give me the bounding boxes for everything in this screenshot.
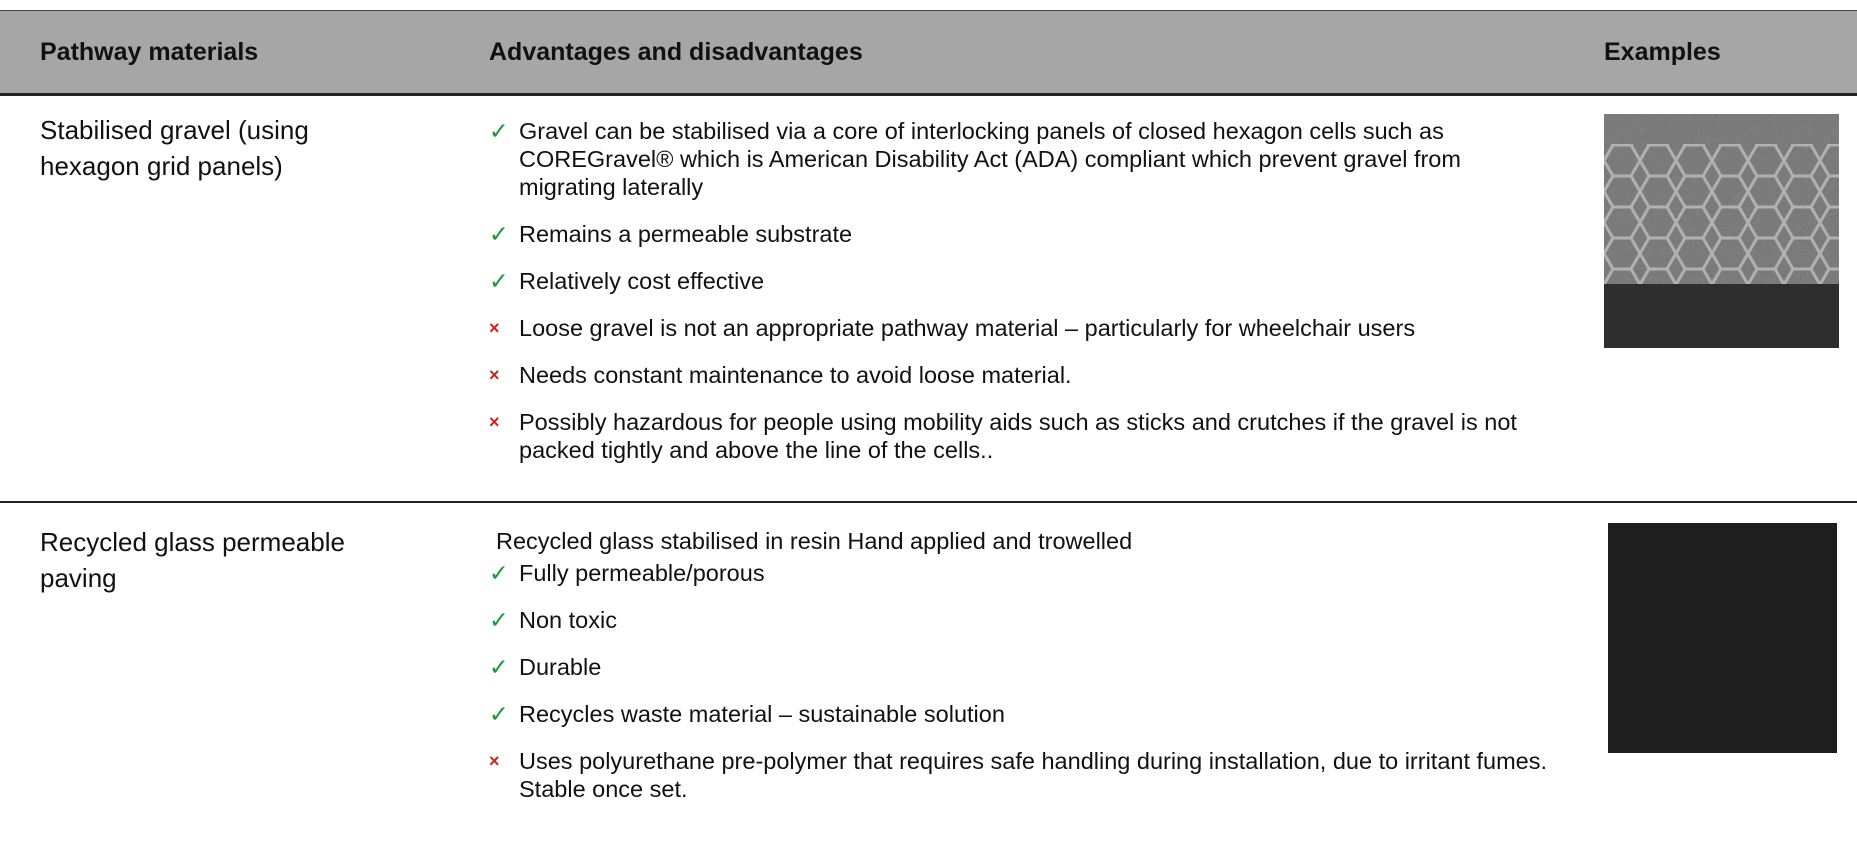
item-symbol: ✓ [489, 118, 509, 144]
item-text: Needs constant maintenance to avoid loos… [519, 362, 1072, 388]
item-symbol: ✓ [489, 607, 509, 633]
list-item: ✓ Non toxic [489, 606, 1559, 634]
material: Stabilised gravel (using hexagon grid pa… [40, 115, 309, 181]
example-image [1604, 114, 1839, 348]
header-cell: Advantages and disadvantages [489, 38, 863, 66]
item-text: Possibly hazardous for people using mobi… [519, 409, 1517, 463]
list-item: ✓ Gravel can be stabilised via a core of … [489, 117, 1559, 201]
list-item: × Uses polyurethane pre-polymer that requ… [489, 747, 1559, 803]
header-row: Pathway materials Advantages and disadva… [0, 10, 1857, 96]
material: Recycled glass permeable paving [40, 527, 345, 593]
item-symbol: ✓ [489, 268, 509, 294]
item-text: Relatively cost effective [519, 268, 765, 294]
item-text: Recycles waste material – sustainable so… [519, 701, 1005, 727]
item-symbol: ✓ [489, 560, 509, 586]
item-symbol: × [489, 318, 500, 338]
list-item: ✓ Remains a permeable substrate [489, 220, 1559, 248]
item-text: Non toxic [519, 607, 617, 633]
list-item: ✓ Fully permeable/porous [489, 559, 1559, 587]
item-symbol: × [489, 412, 500, 432]
list-item: ✓ Relatively cost effective [489, 267, 1559, 295]
item-text: Gravel can be stabilised via a core of i… [519, 118, 1461, 200]
intro-text: Recycled glass stabilised in resin Hand … [496, 528, 1133, 554]
item-symbol: ✓ [489, 654, 509, 680]
row-separator [0, 501, 1857, 503]
item-text: Remains a permeable substrate [519, 221, 853, 247]
list-item: ✓ Recycles waste material – sustainable s… [489, 700, 1559, 728]
advantages-list: Recycled glass stabilised in resin Hand … [489, 527, 1559, 822]
header-cell: Examples [1604, 38, 1721, 66]
list-item: ✓ Durable [489, 653, 1559, 681]
list-item: × Loose gravel is not an appropriate path… [489, 314, 1559, 342]
advantages-list: ✓ Gravel can be stabilised via a core of … [489, 117, 1559, 483]
item-symbol: ✓ [489, 221, 509, 247]
example-image [1608, 523, 1837, 753]
item-text: Uses polyurethane pre-polymer that requi… [519, 748, 1548, 802]
list-item: × Needs constant maintenance to avoid loo… [489, 361, 1559, 389]
item-text: Loose gravel is not an appropriate pathw… [519, 315, 1416, 341]
item-symbol: × [489, 751, 500, 771]
item-symbol: × [489, 365, 500, 385]
list-item: × Possibly hazardous for people using mob… [489, 408, 1559, 464]
item-symbol: ✓ [489, 701, 509, 727]
item-text: Fully permeable/porous [519, 560, 765, 586]
item-text: Durable [519, 654, 602, 680]
header-cell: Pathway materials [40, 38, 259, 66]
